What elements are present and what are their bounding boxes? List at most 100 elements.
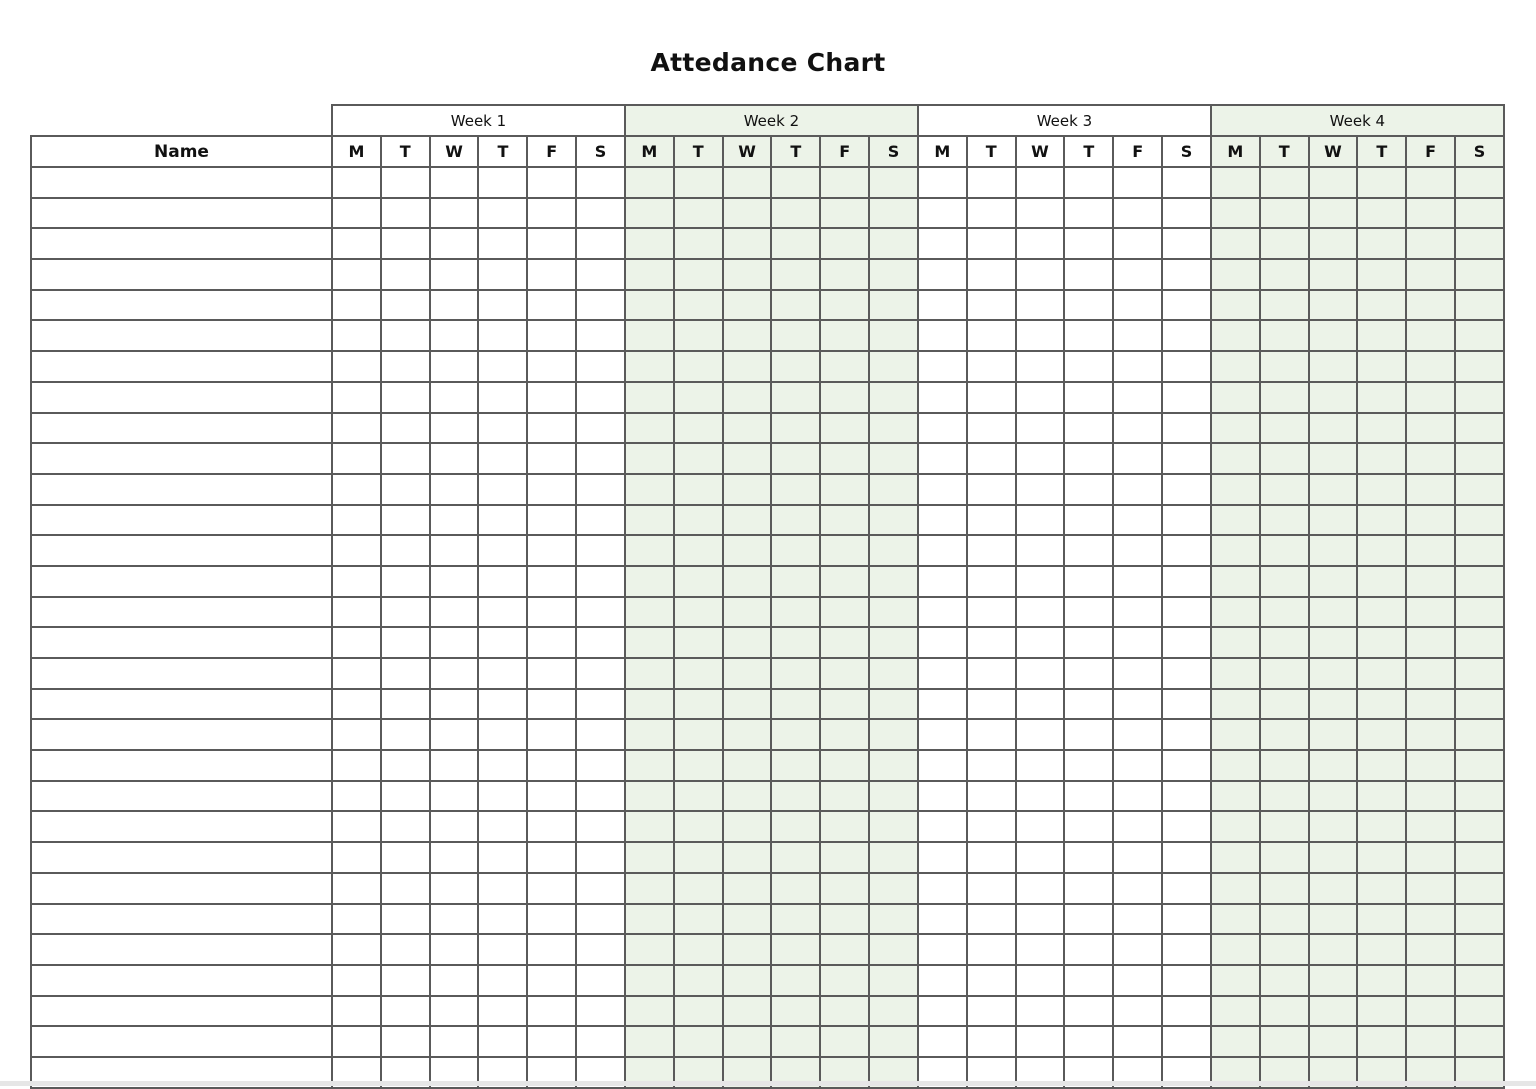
attendance-cell[interactable] — [1258, 258, 1310, 291]
attendance-cell[interactable] — [819, 902, 871, 936]
attendance-cell[interactable] — [1405, 749, 1457, 782]
attendance-cell[interactable] — [1161, 749, 1212, 782]
attendance-cell[interactable] — [575, 1025, 626, 1058]
attendance-cell[interactable] — [1063, 196, 1115, 230]
attendance-cell[interactable] — [477, 319, 529, 353]
attendance-cell[interactable] — [1405, 779, 1457, 813]
attendance-cell[interactable] — [1161, 442, 1212, 475]
attendance-cell[interactable] — [1454, 411, 1505, 445]
attendance-cell[interactable] — [1161, 871, 1212, 905]
attendance-cell[interactable] — [1161, 718, 1212, 752]
attendance-cell[interactable] — [1161, 963, 1212, 997]
attendance-cell[interactable] — [1258, 564, 1310, 598]
attendance-cell[interactable] — [770, 749, 822, 782]
attendance-cell[interactable] — [672, 749, 724, 782]
attendance-cell[interactable] — [331, 534, 382, 567]
attendance-cell[interactable] — [1307, 442, 1359, 475]
attendance-cell[interactable] — [770, 933, 822, 966]
attendance-cell[interactable] — [1014, 994, 1066, 1028]
attendance-cell[interactable] — [331, 227, 382, 261]
attendance-cell[interactable] — [1405, 227, 1457, 261]
attendance-cell[interactable] — [1209, 595, 1261, 629]
attendance-cell[interactable] — [331, 994, 382, 1028]
attendance-cell[interactable] — [477, 564, 529, 598]
attendance-cell[interactable] — [379, 411, 431, 445]
attendance-cell[interactable] — [331, 442, 382, 475]
attendance-cell[interactable] — [331, 350, 382, 383]
attendance-cell[interactable] — [477, 902, 529, 936]
attendance-cell[interactable] — [1258, 933, 1310, 966]
attendance-cell[interactable] — [1356, 227, 1408, 261]
attendance-cell[interactable] — [1112, 472, 1164, 506]
attendance-cell[interactable] — [1454, 810, 1505, 844]
attendance-cell[interactable] — [623, 319, 675, 353]
attendance-cell[interactable] — [1258, 994, 1310, 1028]
attendance-cell[interactable] — [916, 564, 968, 598]
attendance-cell[interactable] — [868, 963, 919, 997]
attendance-cell[interactable] — [1209, 963, 1261, 997]
attendance-cell[interactable] — [575, 258, 626, 291]
attendance-cell[interactable] — [526, 166, 578, 199]
attendance-cell[interactable] — [868, 749, 919, 782]
attendance-cell[interactable] — [770, 595, 822, 629]
attendance-cell[interactable] — [1258, 350, 1310, 383]
attendance-cell[interactable] — [819, 288, 871, 322]
attendance-cell[interactable] — [1307, 258, 1359, 291]
attendance-cell[interactable] — [428, 810, 480, 844]
attendance-cell[interactable] — [623, 288, 675, 322]
attendance-cell[interactable] — [1112, 687, 1164, 721]
attendance-cell[interactable] — [965, 749, 1017, 782]
attendance-cell[interactable] — [868, 841, 919, 874]
attendance-cell[interactable] — [331, 380, 382, 414]
attendance-cell[interactable] — [916, 779, 968, 813]
attendance-cell[interactable] — [1405, 933, 1457, 966]
name-cell[interactable] — [30, 902, 333, 936]
attendance-cell[interactable] — [721, 319, 773, 353]
attendance-cell[interactable] — [819, 626, 871, 659]
attendance-cell[interactable] — [672, 380, 724, 414]
attendance-cell[interactable] — [721, 871, 773, 905]
attendance-cell[interactable] — [379, 749, 431, 782]
attendance-cell[interactable] — [1454, 564, 1505, 598]
attendance-cell[interactable] — [575, 810, 626, 844]
attendance-cell[interactable] — [623, 380, 675, 414]
attendance-cell[interactable] — [575, 687, 626, 721]
attendance-cell[interactable] — [672, 718, 724, 752]
attendance-cell[interactable] — [1454, 319, 1505, 353]
attendance-cell[interactable] — [331, 564, 382, 598]
attendance-cell[interactable] — [1356, 871, 1408, 905]
attendance-cell[interactable] — [1112, 810, 1164, 844]
attendance-cell[interactable] — [477, 779, 529, 813]
attendance-cell[interactable] — [1112, 258, 1164, 291]
attendance-cell[interactable] — [770, 687, 822, 721]
attendance-cell[interactable] — [428, 411, 480, 445]
attendance-cell[interactable] — [819, 534, 871, 567]
attendance-cell[interactable] — [672, 196, 724, 230]
attendance-cell[interactable] — [1209, 871, 1261, 905]
attendance-cell[interactable] — [623, 472, 675, 506]
attendance-cell[interactable] — [1356, 963, 1408, 997]
name-cell[interactable] — [30, 810, 333, 844]
attendance-cell[interactable] — [721, 933, 773, 966]
name-cell[interactable] — [30, 503, 333, 537]
attendance-cell[interactable] — [331, 902, 382, 936]
attendance-cell[interactable] — [916, 380, 968, 414]
attendance-cell[interactable] — [1454, 258, 1505, 291]
name-cell[interactable] — [30, 564, 333, 598]
attendance-cell[interactable] — [721, 1025, 773, 1058]
attendance-cell[interactable] — [1405, 564, 1457, 598]
attendance-cell[interactable] — [770, 411, 822, 445]
name-cell[interactable] — [30, 657, 333, 690]
attendance-cell[interactable] — [1209, 411, 1261, 445]
attendance-cell[interactable] — [770, 810, 822, 844]
attendance-cell[interactable] — [331, 933, 382, 966]
attendance-cell[interactable] — [965, 933, 1017, 966]
attendance-cell[interactable] — [331, 657, 382, 690]
attendance-cell[interactable] — [379, 227, 431, 261]
attendance-cell[interactable] — [1405, 503, 1457, 537]
attendance-cell[interactable] — [1161, 258, 1212, 291]
attendance-cell[interactable] — [623, 718, 675, 752]
attendance-cell[interactable] — [575, 595, 626, 629]
attendance-cell[interactable] — [379, 196, 431, 230]
attendance-cell[interactable] — [379, 871, 431, 905]
